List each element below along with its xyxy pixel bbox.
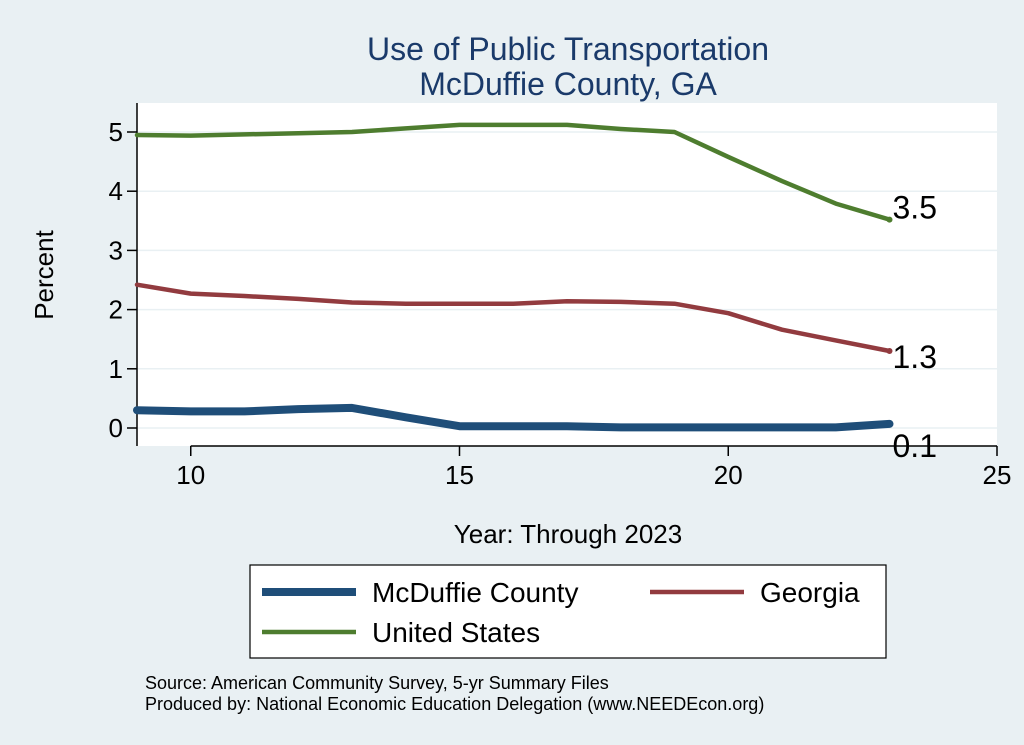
axes: 0 1 2 3 4 5 10 15 20 25 (109, 103, 1012, 490)
y-tick-label: 1 (109, 354, 123, 384)
y-axis-label: Percent (29, 229, 59, 319)
plot-area (137, 103, 997, 446)
chart-title: Use of Public Transportation (367, 31, 769, 67)
x-tick-label: 25 (983, 460, 1012, 490)
y-tick-label: 3 (109, 235, 123, 265)
legend-label: McDuffie County (372, 577, 578, 608)
y-tick-label: 5 (109, 117, 123, 147)
series-line-united-states (134, 122, 892, 222)
end-value-label: 3.5 (893, 190, 937, 226)
end-point-marker (886, 348, 893, 355)
legend-box (249, 564, 887, 659)
legend-label: United States (372, 617, 540, 648)
end-value-label: 1.3 (893, 339, 937, 375)
y-tick-label: 4 (109, 176, 123, 206)
series-lines (133, 122, 894, 432)
series-line-mcduffie-county (133, 403, 894, 432)
end-point-marker (886, 216, 893, 223)
chart-subtitle: McDuffie County, GA (419, 66, 717, 102)
series-line-georgia (134, 282, 892, 354)
x-axis-label: Year: Through 2023 (454, 519, 682, 549)
x-tick-label: 20 (714, 460, 743, 490)
end-value-label: 0.1 (893, 428, 937, 464)
legend-label: Georgia (760, 577, 860, 608)
y-tick-label: 2 (109, 295, 123, 325)
x-tick-label: 10 (176, 460, 205, 490)
end-point-marker (886, 420, 893, 427)
end-labels: 0.1 1.3 3.5 (886, 190, 937, 464)
producer-note: Produced by: National Economic Education… (145, 694, 764, 714)
legend: McDuffie County Georgia United States (262, 577, 860, 648)
x-tick-label: 15 (445, 460, 474, 490)
source-note: Source: American Community Survey, 5-yr … (145, 673, 609, 693)
y-tick-label: 0 (109, 413, 123, 443)
